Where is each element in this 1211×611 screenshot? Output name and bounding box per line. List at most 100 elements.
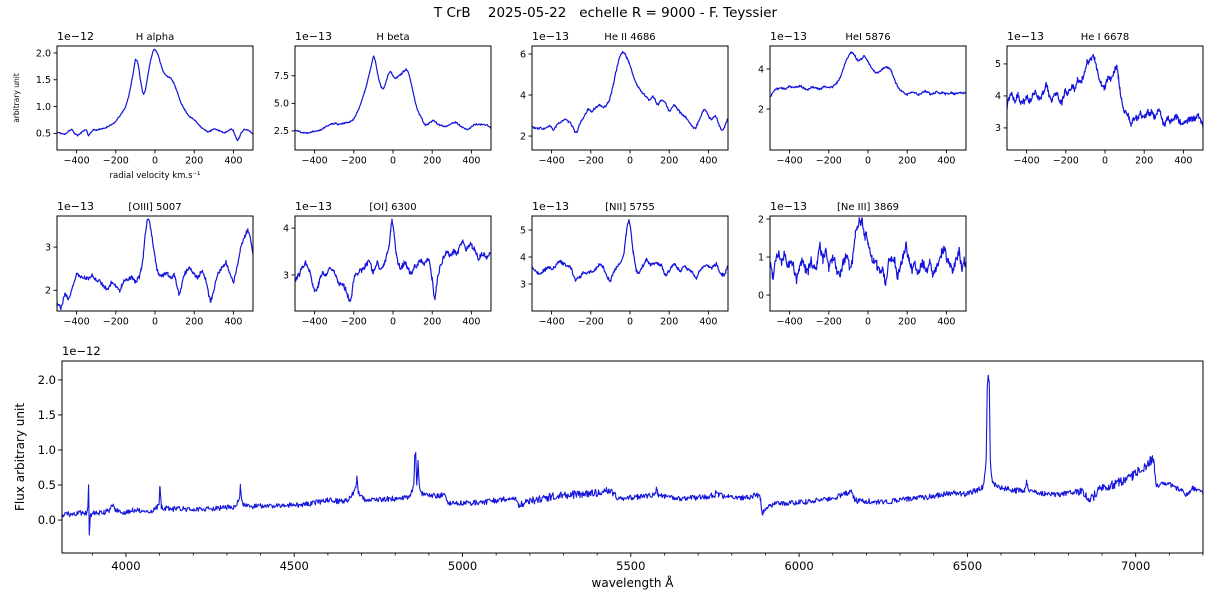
- svg-text:1e−12: 1e−12: [62, 344, 101, 358]
- svg-text:arbitrary unit: arbitrary unit: [12, 73, 21, 123]
- svg-text:−400: −400: [539, 317, 565, 328]
- subplot-heii-4686: −400 −200 0 200 400 2 4 6 1e−13 He II 4686: [485, 22, 729, 192]
- svg-text:1.0: 1.0: [36, 102, 51, 113]
- svg-text:4500: 4500: [280, 559, 309, 573]
- heii-4686-plot: −400 −200 0 200 400 2 4 6 1e−13 He II 4686: [520, 30, 729, 167]
- svg-text:1e−13: 1e−13: [532, 30, 569, 43]
- svg-text:4: 4: [283, 223, 289, 234]
- svg-text:0: 0: [627, 317, 633, 328]
- svg-text:−400: −400: [64, 317, 90, 328]
- svg-text:0: 0: [1102, 156, 1108, 167]
- subplot-neiii-3869: −400 −200 0 200 400 0 1 2 1e−13 [Ne III] 3869: [723, 192, 967, 340]
- svg-text:400: 400: [937, 317, 955, 328]
- svg-text:4: 4: [520, 90, 526, 101]
- svg-text:0: 0: [152, 156, 158, 167]
- svg-text:400: 400: [699, 156, 717, 167]
- svg-text:2: 2: [45, 286, 51, 297]
- svg-text:4: 4: [520, 252, 526, 263]
- svg-text:7.5: 7.5: [274, 71, 289, 82]
- oiii-5007-plot: −400 −200 0 200 400 2 3 1e−13 [OIII] 5007: [45, 200, 254, 328]
- svg-text:−200: −200: [816, 156, 842, 167]
- svg-text:200: 200: [185, 156, 203, 167]
- svg-text:1.5: 1.5: [36, 75, 51, 86]
- subplot-oiii-5007: −400 −200 0 200 400 2 3 1e−13 [OIII] 5007: [10, 192, 254, 340]
- svg-text:2: 2: [758, 214, 764, 225]
- svg-text:−400: −400: [302, 317, 328, 328]
- svg-text:4: 4: [758, 64, 764, 75]
- svg-text:200: 200: [898, 156, 916, 167]
- svg-text:2.5: 2.5: [274, 126, 289, 137]
- svg-text:200: 200: [1135, 156, 1153, 167]
- svg-text:wavelength Å: wavelength Å: [592, 575, 675, 590]
- svg-text:4: 4: [995, 91, 1001, 102]
- svg-text:200: 200: [423, 317, 441, 328]
- full-spectrum-canvas: 4000 4500 5000 5500 6000 6500 7000 0.0 0.5 1.0 1.5…: [13, 344, 1204, 590]
- svg-text:4000: 4000: [111, 559, 140, 573]
- svg-text:0: 0: [390, 317, 396, 328]
- subplot-h-alpha: −400 −200 0 200 400 0.5 1.0 1.5 2.0 1e−12 H alpha r…: [10, 22, 254, 192]
- svg-text:−400: −400: [777, 317, 803, 328]
- svg-text:−400: −400: [64, 156, 90, 167]
- figure-title: T CrB 2025-05-22 echelle R = 9000 - F. T…: [433, 5, 778, 21]
- svg-text:−200: −200: [341, 317, 367, 328]
- svg-text:Flux arbitrary unit: Flux arbitrary unit: [13, 403, 27, 511]
- svg-text:6500: 6500: [953, 559, 982, 573]
- svg-text:5.0: 5.0: [274, 99, 289, 110]
- svg-text:−200: −200: [1053, 156, 1079, 167]
- svg-text:radial velocity km.s⁻¹: radial velocity km.s⁻¹: [110, 171, 201, 181]
- full-spectrum-plot: 4000 4500 5000 5500 6000 6500 7000 0.0 0.5 1.0 1.5…: [10, 338, 1208, 608]
- svg-text:5: 5: [995, 59, 1001, 70]
- svg-text:0: 0: [865, 317, 871, 328]
- svg-text:−400: −400: [302, 156, 328, 167]
- svg-text:1.5: 1.5: [38, 408, 56, 422]
- svg-text:1e−13: 1e−13: [295, 30, 332, 43]
- svg-text:−400: −400: [1014, 156, 1040, 167]
- svg-text:−200: −200: [578, 156, 604, 167]
- svg-text:0.0: 0.0: [38, 513, 56, 527]
- svg-text:−200: −200: [103, 156, 129, 167]
- subplot-h-beta: −400 −200 0 200 400 2.5 5.0 7.5 1e−13 H beta: [248, 22, 492, 192]
- svg-text:200: 200: [660, 156, 678, 167]
- svg-text:2: 2: [758, 104, 764, 115]
- svg-text:2: 2: [520, 131, 526, 142]
- oi-6300-plot: −400 −200 0 200 400 3 4 1e−13 [OI] 6300: [283, 200, 492, 328]
- subplot-oi-6300: −400 −200 0 200 400 3 4 1e−13 [OI] 6300: [248, 192, 492, 340]
- svg-text:H alpha: H alpha: [136, 32, 174, 43]
- svg-text:2.0: 2.0: [36, 48, 51, 59]
- svg-text:400: 400: [937, 156, 955, 167]
- svg-text:H beta: H beta: [376, 32, 409, 43]
- h-alpha-plot: −400 −200 0 200 400 0.5 1.0 1.5 2.0 1e−12 H alpha r…: [12, 30, 254, 181]
- svg-text:2.0: 2.0: [38, 373, 56, 387]
- svg-text:0: 0: [627, 156, 633, 167]
- svg-text:−200: −200: [578, 317, 604, 328]
- svg-text:1e−13: 1e−13: [295, 200, 332, 213]
- svg-text:400: 400: [462, 317, 480, 328]
- svg-text:400: 400: [462, 156, 480, 167]
- svg-text:5500: 5500: [616, 559, 645, 573]
- svg-text:1: 1: [758, 252, 764, 263]
- h-beta-plot: −400 −200 0 200 400 2.5 5.0 7.5 1e−13 H beta: [274, 30, 492, 167]
- svg-text:−400: −400: [539, 156, 565, 167]
- svg-text:3: 3: [520, 279, 526, 290]
- svg-text:1e−13: 1e−13: [770, 30, 807, 43]
- subplot-hei-5876: −400 −200 0 200 400 2 4 1e−13 HeI 5876: [723, 22, 967, 192]
- svg-text:1e−13: 1e−13: [1007, 30, 1044, 43]
- svg-text:1e−13: 1e−13: [57, 200, 94, 213]
- neiii-3869-plot: −400 −200 0 200 400 0 1 2 1e−13 [Ne III] 3869: [758, 200, 967, 328]
- svg-text:0.5: 0.5: [36, 129, 51, 140]
- svg-text:−200: −200: [103, 317, 129, 328]
- svg-text:200: 200: [185, 317, 203, 328]
- svg-text:−200: −200: [816, 317, 842, 328]
- svg-text:400: 400: [224, 317, 242, 328]
- svg-text:200: 200: [660, 317, 678, 328]
- svg-text:0: 0: [390, 156, 396, 167]
- svg-text:7000: 7000: [1121, 559, 1150, 573]
- svg-text:HeI 5876: HeI 5876: [845, 32, 890, 43]
- svg-text:He II 4686: He II 4686: [604, 32, 655, 43]
- svg-text:−200: −200: [341, 156, 367, 167]
- svg-text:200: 200: [898, 317, 916, 328]
- svg-text:0: 0: [152, 317, 158, 328]
- svg-text:[OIII] 5007: [OIII] 5007: [128, 202, 181, 213]
- svg-text:1e−13: 1e−13: [770, 200, 807, 213]
